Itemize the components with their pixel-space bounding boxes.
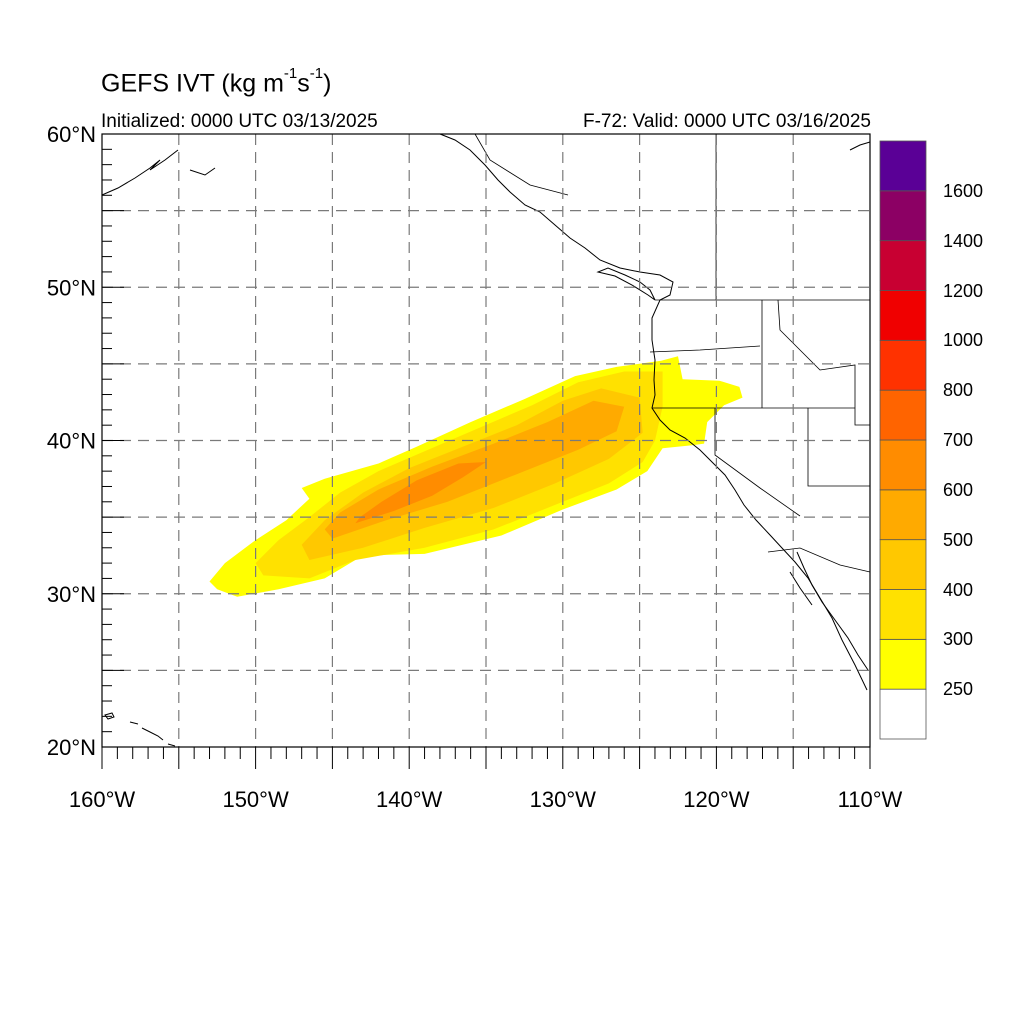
lon-label: 150°W xyxy=(222,787,289,812)
nevada-border xyxy=(807,408,870,487)
colorbar-swatch xyxy=(879,190,927,242)
colorbar-swatch xyxy=(879,589,927,640)
colorbar-swatch xyxy=(879,389,927,441)
oregon-washington-border xyxy=(649,345,761,353)
colorbar-label: 1000 xyxy=(943,330,984,351)
lat-label: 60°N xyxy=(47,122,96,147)
colorbar-label: 1200 xyxy=(943,280,984,301)
lon-label: 140°W xyxy=(376,787,443,812)
colorbar-swatch xyxy=(879,140,927,192)
lat-label: 30°N xyxy=(47,582,96,607)
graticule xyxy=(102,134,870,747)
montana-border xyxy=(777,299,870,426)
lon-label: 160°W xyxy=(69,787,136,812)
colorbar-swatch xyxy=(879,539,927,590)
vancouver-island xyxy=(596,267,656,301)
colorbar-swatch xyxy=(879,688,927,740)
hudson-bay-edge xyxy=(849,141,871,151)
lon-label: 110°W xyxy=(838,787,903,812)
colorbar-label: 1400 xyxy=(943,230,984,251)
lat-label: 40°N xyxy=(47,429,96,454)
colorbar-swatch xyxy=(879,240,927,291)
axis-labels: 60°N 50°N 40°N 30°N 20°N 160°W 150°W 140°W 130°W… xyxy=(47,122,903,812)
lon-label: 120°W xyxy=(683,787,750,812)
colorbar-swatch xyxy=(879,339,927,391)
map-title: GEFS IVT (kg m-1s-1) xyxy=(101,65,332,98)
hawaii-islands xyxy=(104,712,176,747)
lat-label: 50°N xyxy=(47,275,96,300)
colorbar-swatch xyxy=(879,439,927,491)
colorbar-label: 300 xyxy=(943,629,974,650)
colorbar-swatch xyxy=(879,489,927,541)
colorbar-label: 500 xyxy=(943,529,974,550)
lat-label: 20°N xyxy=(47,735,96,760)
colorbar-label: 800 xyxy=(943,380,974,401)
valid-time: F-72: Valid: 0000 UTC 03/16/2025 xyxy=(583,111,871,132)
baja-peninsula xyxy=(789,551,869,671)
ivt-plume xyxy=(209,356,743,597)
colorbar-swatch xyxy=(879,290,927,341)
colorbar xyxy=(879,140,927,740)
axis-ticks xyxy=(101,133,871,769)
colorbar-label: 250 xyxy=(943,679,974,700)
colorbar-label: 400 xyxy=(943,579,974,600)
alaska-coast xyxy=(101,149,216,196)
colorbar-swatch xyxy=(879,638,927,690)
alaska-bc-border xyxy=(474,133,569,196)
colorbar-label: 1600 xyxy=(943,180,984,201)
us-mexico-border xyxy=(767,547,871,573)
initialized-time: Initialized: 0000 UTC 03/13/2025 xyxy=(101,111,378,132)
colorbar-label: 700 xyxy=(943,430,974,450)
ivt-level-600 xyxy=(355,462,486,524)
california-nevada-border xyxy=(714,408,801,517)
colorbar-label: 600 xyxy=(943,479,974,500)
lon-label: 130°W xyxy=(530,787,597,812)
